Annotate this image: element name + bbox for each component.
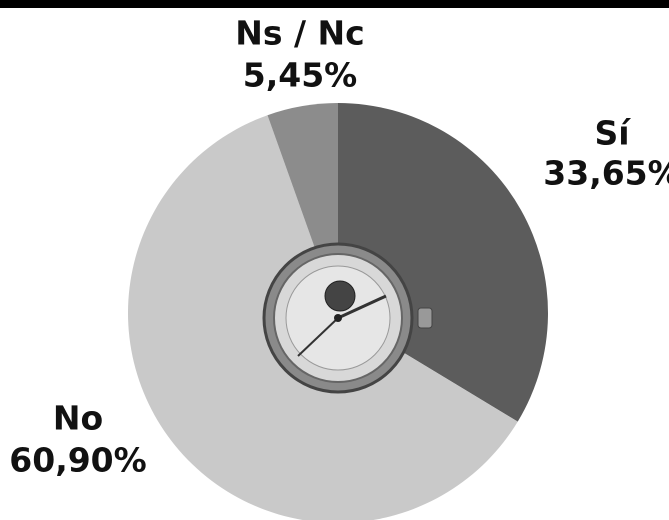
watch [262, 242, 433, 394]
slice-label: No [53, 399, 103, 438]
slice-label: Ns / Nc [235, 14, 364, 53]
top-bar [0, 0, 669, 8]
value-label: 60,90% [9, 441, 146, 480]
value-label: 33,65% [543, 154, 669, 193]
slice-label: Sí [594, 114, 631, 153]
value-label: 5,45% [243, 56, 358, 95]
